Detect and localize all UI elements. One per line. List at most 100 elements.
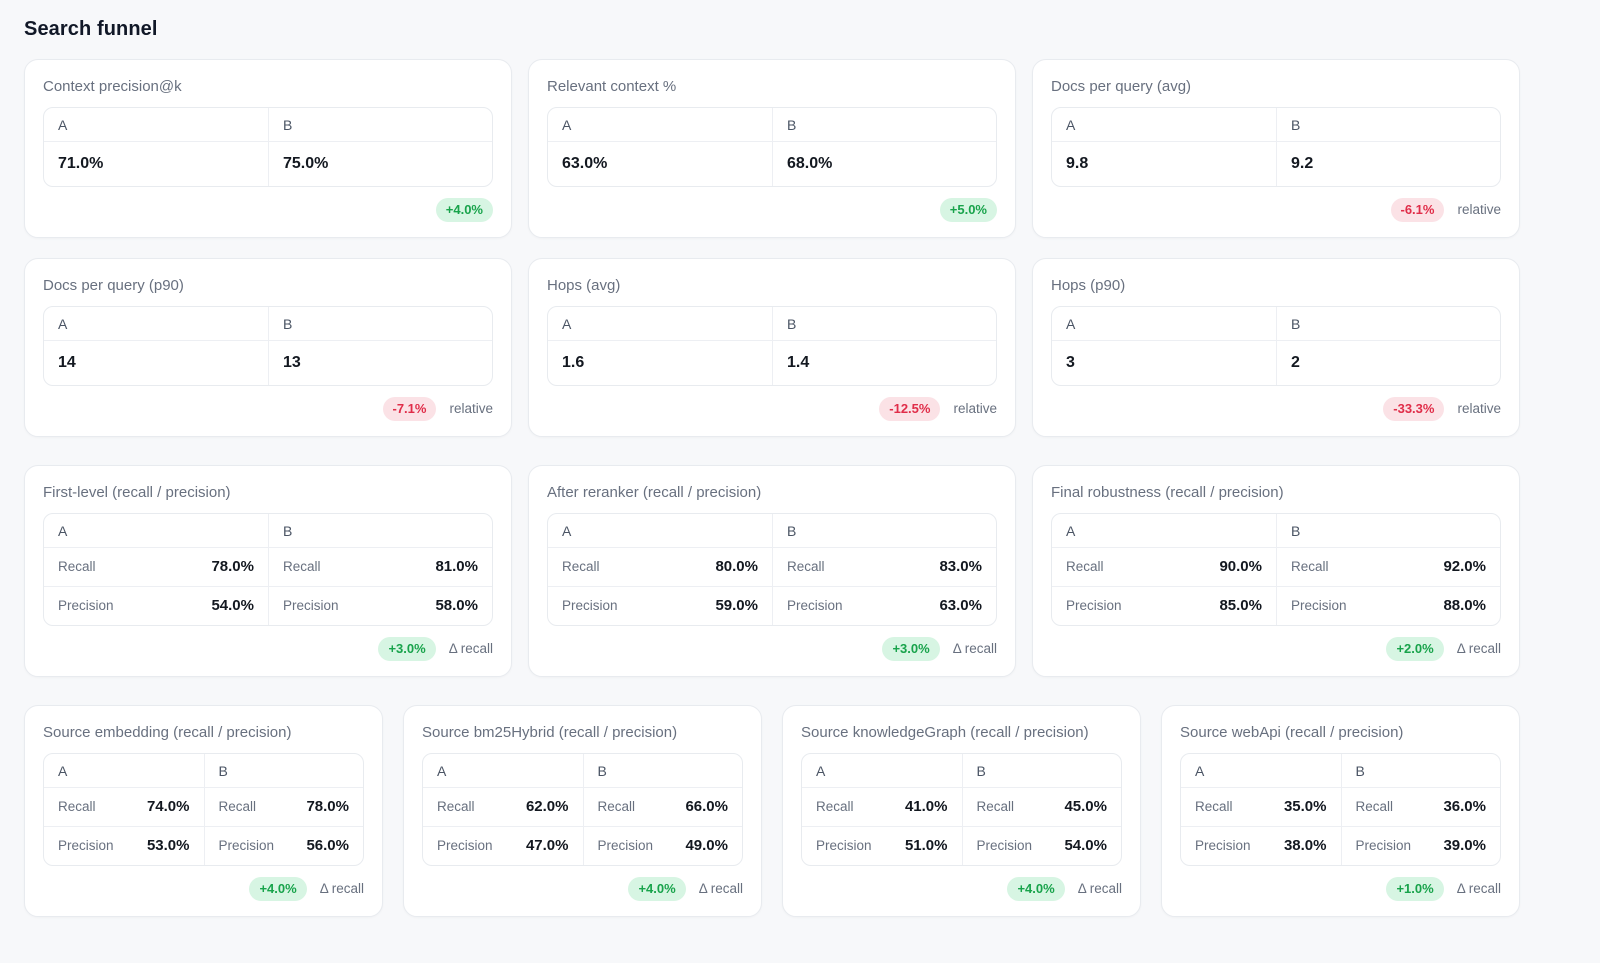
value-a: 3 bbox=[1066, 354, 1075, 371]
metric-card: Hops (p90) A 3 B 2 -33.3% relative bbox=[1032, 258, 1520, 437]
recall-row-a: Recall 78.0% bbox=[44, 548, 268, 586]
column-b: B Recall 66.0% Precision 49.0% bbox=[582, 754, 743, 865]
precision-value-b: 58.0% bbox=[435, 597, 478, 614]
delta-suffix-label: relative bbox=[953, 401, 997, 416]
column-a: A Recall 78.0% Precision 54.0% bbox=[44, 514, 268, 625]
card-title: Hops (p90) bbox=[1051, 277, 1126, 294]
recall-row-a: Recall 35.0% bbox=[1181, 788, 1341, 826]
precision-label: Precision bbox=[816, 838, 872, 853]
recall-row-b: Recall 78.0% bbox=[205, 788, 364, 826]
column-header-a: A bbox=[548, 108, 772, 142]
column-header-b: B bbox=[1341, 754, 1500, 788]
card-title: Source bm25Hybrid (recall / precision) bbox=[422, 724, 678, 741]
recall-label: Recall bbox=[816, 799, 854, 814]
precision-row-b: Precision 88.0% bbox=[1277, 586, 1500, 625]
column-header-b: B bbox=[1277, 307, 1500, 341]
column-b: B 2 bbox=[1276, 307, 1500, 385]
precision-value-a: 85.0% bbox=[1219, 597, 1262, 614]
value-b: 75.0% bbox=[283, 155, 329, 172]
metric-card: Hops (avg) A 1.6 B 1.4 -12.5% relative bbox=[528, 258, 1016, 437]
precision-value-a: 47.0% bbox=[525, 837, 569, 854]
precision-label: Precision bbox=[562, 598, 618, 613]
recall-value-a: 80.0% bbox=[715, 558, 758, 575]
recall-precision-card: Source knowledgeGraph (recall / precisio… bbox=[782, 705, 1141, 917]
delta-suffix-label: Δ recall bbox=[1456, 641, 1501, 656]
ab-table: A 71.0% B 75.0% bbox=[43, 107, 493, 187]
column-b: B Recall 45.0% Precision 54.0% bbox=[961, 754, 1121, 865]
card-title: Docs per query (p90) bbox=[43, 277, 184, 294]
recall-precision-card: Source bm25Hybrid (recall / precision) A… bbox=[403, 705, 762, 917]
column-header-a: A bbox=[44, 514, 268, 548]
column-header-a: A bbox=[548, 514, 772, 548]
precision-row-a: Precision 54.0% bbox=[44, 586, 268, 625]
recall-label: Recall bbox=[283, 559, 321, 574]
recall-value-b: 45.0% bbox=[1064, 798, 1107, 815]
precision-row-b: Precision 54.0% bbox=[962, 826, 1121, 865]
recall-precision-card: After reranker (recall / precision) A Re… bbox=[528, 465, 1016, 677]
dashboard-body: Context precision@k A 71.0% B 75.0% +4.0… bbox=[24, 59, 1520, 917]
recall-label: Recall bbox=[976, 799, 1015, 814]
delta-badge: -7.1% bbox=[382, 397, 437, 421]
card-title: Final robustness (recall / precision) bbox=[1051, 484, 1284, 501]
recall-row-b: Recall 66.0% bbox=[584, 788, 743, 826]
card-footer: +3.0% Δ recall bbox=[43, 637, 493, 661]
recall-precision-card: Source embedding (recall / precision) A … bbox=[24, 705, 383, 917]
column-b: B Recall 92.0% Precision 88.0% bbox=[1276, 514, 1500, 625]
recall-value-a: 35.0% bbox=[1283, 798, 1327, 815]
metric-card: Context precision@k A 71.0% B 75.0% +4.0… bbox=[24, 59, 512, 238]
column-header-b: B bbox=[269, 108, 492, 142]
column-header-b: B bbox=[583, 754, 742, 788]
recall-value-b: 36.0% bbox=[1443, 798, 1486, 815]
delta-badge: -6.1% bbox=[1390, 198, 1445, 222]
recall-row-a: Recall 90.0% bbox=[1052, 548, 1276, 586]
column-a: A 14 bbox=[44, 307, 268, 385]
delta-badge: +4.0% bbox=[249, 877, 307, 901]
recall-row-a: Recall 41.0% bbox=[802, 788, 962, 826]
recall-row-b: Recall 83.0% bbox=[773, 548, 996, 586]
card-footer: +4.0% Δ recall bbox=[422, 877, 743, 901]
value-a: 71.0% bbox=[58, 155, 104, 172]
recall-value-b: 78.0% bbox=[306, 798, 349, 815]
column-header-a: A bbox=[44, 307, 268, 341]
precision-value-b: 49.0% bbox=[685, 837, 728, 854]
delta-suffix-label: relative bbox=[1457, 401, 1501, 416]
card-title: After reranker (recall / precision) bbox=[547, 484, 762, 501]
ab-table: A 9.8 B 9.2 bbox=[1051, 107, 1501, 187]
column-b: B 9.2 bbox=[1276, 108, 1500, 186]
precision-label: Precision bbox=[1291, 598, 1347, 613]
column-header-b: B bbox=[1277, 514, 1500, 548]
ab-table: A Recall 80.0% Precision 59.0% B Recall … bbox=[547, 513, 997, 626]
delta-badge: +2.0% bbox=[1386, 637, 1444, 661]
delta-suffix-label: relative bbox=[1457, 202, 1501, 217]
section-funnel-metrics: Context precision@k A 71.0% B 75.0% +4.0… bbox=[24, 59, 1520, 437]
delta-badge: +3.0% bbox=[882, 637, 940, 661]
precision-value-b: 88.0% bbox=[1443, 597, 1486, 614]
precision-label: Precision bbox=[283, 598, 339, 613]
recall-label: Recall bbox=[437, 799, 475, 814]
precision-value-b: 63.0% bbox=[939, 597, 982, 614]
value-b: 68.0% bbox=[787, 155, 833, 172]
column-b: B Recall 78.0% Precision 56.0% bbox=[203, 754, 364, 865]
metric-card: Relevant context % A 63.0% B 68.0% +5.0% bbox=[528, 59, 1016, 238]
ab-table: A Recall 35.0% Precision 38.0% B Recall … bbox=[1180, 753, 1501, 866]
recall-value-b: 81.0% bbox=[435, 558, 478, 575]
delta-badge: +4.0% bbox=[1007, 877, 1065, 901]
recall-value-a: 62.0% bbox=[525, 798, 569, 815]
column-b: B 13 bbox=[268, 307, 492, 385]
column-a: A 9.8 bbox=[1052, 108, 1276, 186]
column-a: A Recall 35.0% Precision 38.0% bbox=[1181, 754, 1341, 865]
recall-row-b: Recall 92.0% bbox=[1277, 548, 1500, 586]
value-a: 9.8 bbox=[1066, 155, 1089, 172]
recall-value-a: 90.0% bbox=[1219, 558, 1262, 575]
column-header-a: A bbox=[44, 754, 204, 788]
column-header-b: B bbox=[962, 754, 1121, 788]
metric-card: Docs per query (avg) A 9.8 B 9.2 -6.1% r… bbox=[1032, 59, 1520, 238]
card-title: Hops (avg) bbox=[547, 277, 621, 294]
card-title: Docs per query (avg) bbox=[1051, 78, 1192, 95]
card-title: Context precision@k bbox=[43, 78, 182, 95]
ab-table: A Recall 78.0% Precision 54.0% B Recall … bbox=[43, 513, 493, 626]
card-title: Source embedding (recall / precision) bbox=[43, 724, 292, 741]
column-header-b: B bbox=[269, 307, 492, 341]
card-footer: +4.0% bbox=[43, 198, 493, 222]
precision-label: Precision bbox=[976, 838, 1033, 853]
